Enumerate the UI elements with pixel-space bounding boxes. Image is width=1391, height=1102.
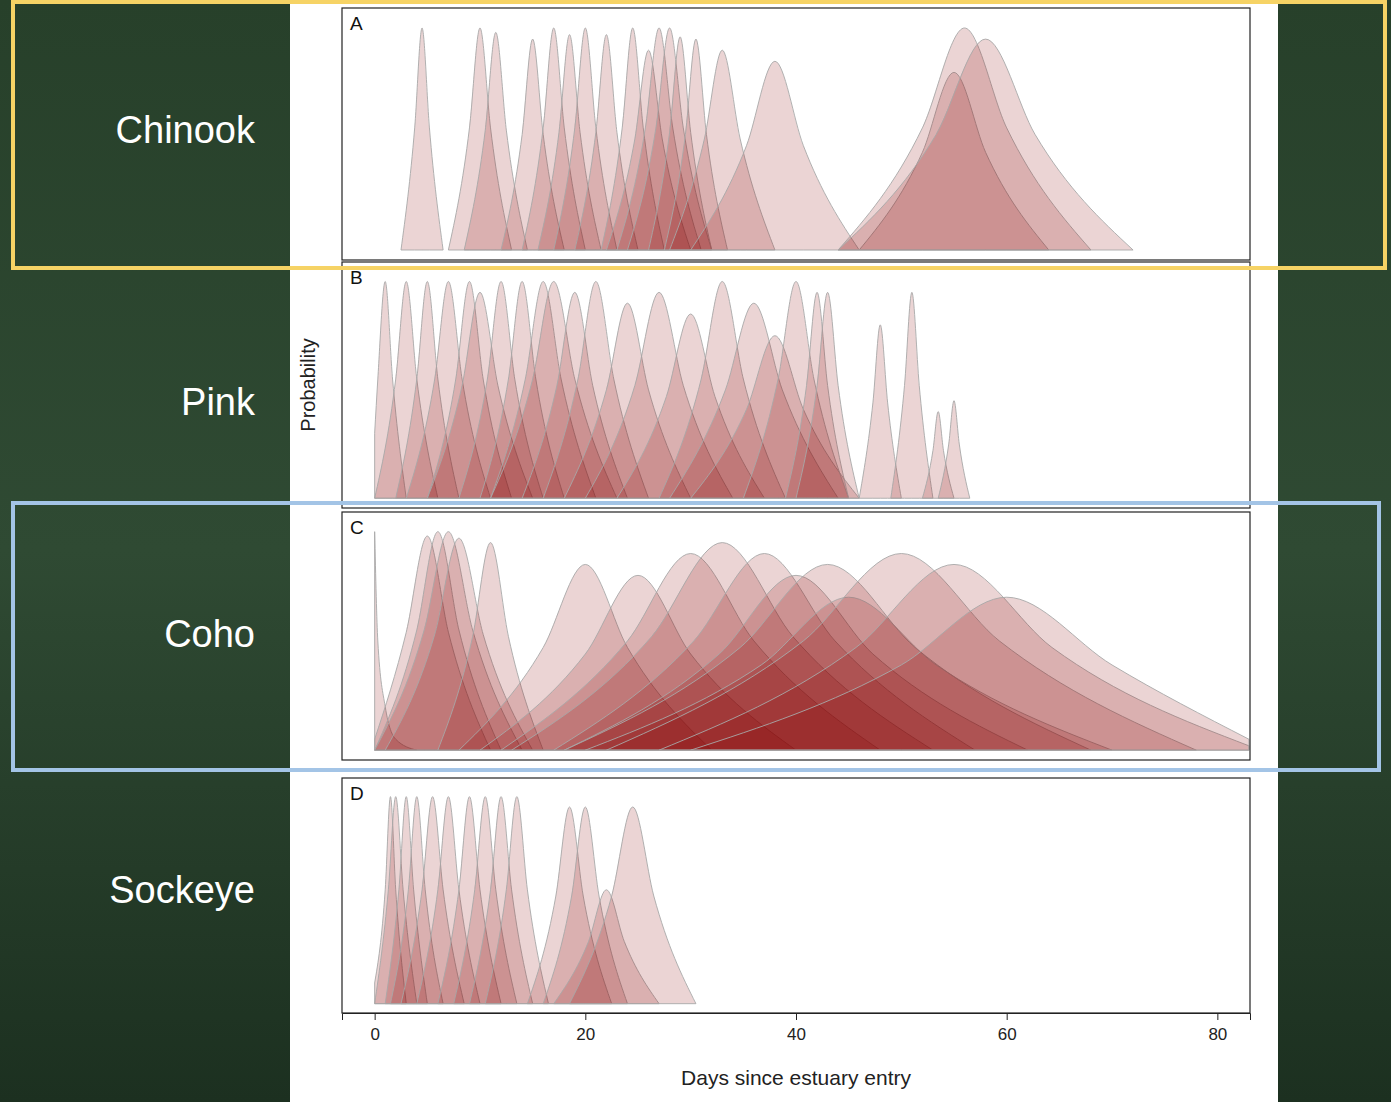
plot-area (401, 28, 1133, 250)
panel-letter: B (350, 267, 363, 288)
density-area (891, 292, 933, 498)
x-tick-label: 80 (1208, 1025, 1227, 1044)
x-axis-title: Days since estuary entry (681, 1066, 911, 1089)
x-tick-label: 20 (576, 1025, 595, 1044)
x-tick: 60 (998, 1013, 1017, 1044)
plot-frame (342, 8, 1250, 260)
species-label: Pink (181, 381, 256, 423)
background (0, 0, 1391, 1102)
x-tick-mark (1217, 1013, 1218, 1020)
plot-frame (342, 512, 1250, 760)
density-area (938, 401, 970, 499)
x-tick-mark (796, 1013, 797, 1020)
panel-letter: D (350, 783, 364, 804)
x-tick-label: 40 (787, 1025, 806, 1044)
density-area (691, 597, 1249, 750)
x-tick-mark (375, 1013, 376, 1020)
plot-frame (342, 778, 1250, 1013)
density-area (570, 807, 696, 1004)
highlight-box (13, 2, 1385, 268)
x-tick-label: 60 (998, 1025, 1017, 1044)
y-axis-title: Probability (297, 338, 319, 431)
figure-panel (290, 0, 1278, 1102)
species-label: Sockeye (109, 869, 255, 911)
x-tick: 0 (370, 1013, 379, 1044)
chart-root: A Chinook B Pink Probability C Coho D Sockeye 0 20… (0, 0, 1391, 1102)
panel-letter: C (350, 517, 364, 538)
plot-area (375, 532, 1249, 751)
x-axis: 0 20 40 60 80 (343, 1013, 1251, 1044)
plot-area (375, 282, 970, 499)
density-area (401, 28, 443, 250)
species-label: Chinook (116, 109, 256, 151)
x-tick: 80 (1208, 1013, 1227, 1044)
x-tick-mark (585, 1013, 586, 1020)
species-label: Coho (164, 613, 255, 655)
x-tick-label: 0 (370, 1025, 379, 1044)
x-tick: 20 (576, 1013, 595, 1044)
x-axis-line (343, 1014, 1251, 1021)
density-area (838, 39, 1133, 250)
plot-area (375, 797, 696, 1004)
x-tick-mark (1007, 1013, 1008, 1020)
highlight-box (13, 503, 1379, 770)
density-area (659, 564, 1249, 750)
plot-frame (342, 262, 1250, 508)
panel-letter: A (350, 13, 363, 34)
x-tick: 40 (787, 1013, 806, 1044)
density-area (691, 61, 860, 250)
density-area (796, 292, 859, 498)
